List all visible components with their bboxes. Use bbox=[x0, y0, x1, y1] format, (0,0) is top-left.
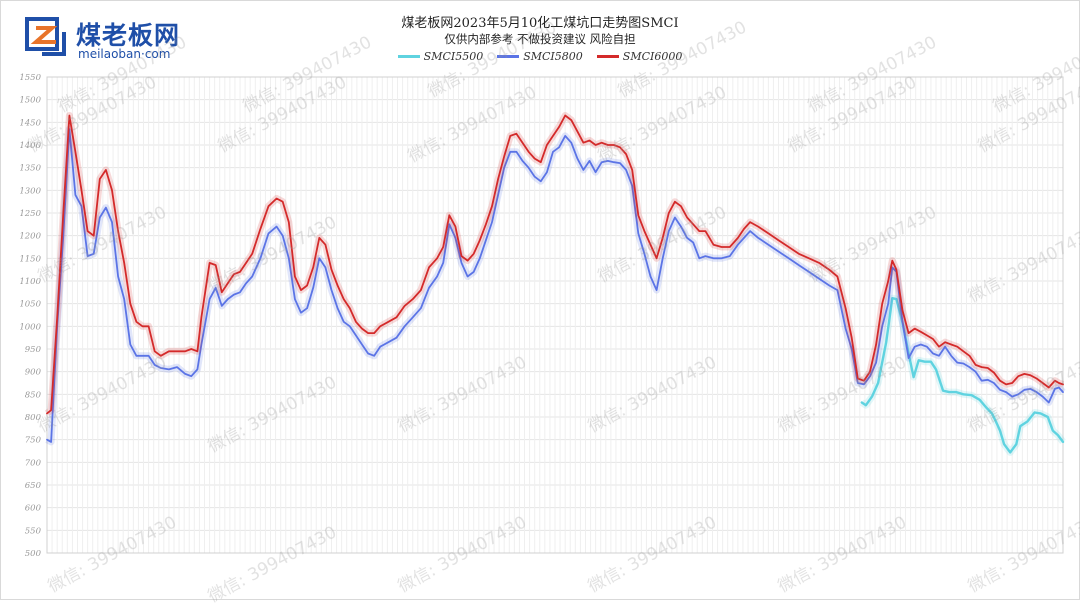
legend-swatch-smci6000 bbox=[596, 55, 619, 58]
y-tick-label: 550 bbox=[25, 526, 42, 536]
legend-label-smci5500: SMCI5500 bbox=[423, 50, 484, 63]
y-tick-label: 1250 bbox=[19, 209, 41, 219]
chart-legend: SMCI5500 SMCI5800 SMCI6000 bbox=[0, 50, 1080, 63]
y-tick-label: 1450 bbox=[19, 118, 41, 128]
y-tick-label: 1050 bbox=[19, 300, 41, 310]
logo-subtext: meilaoban·com bbox=[78, 47, 171, 61]
y-tick-label: 1550 bbox=[19, 73, 41, 83]
y-tick-label: 500 bbox=[25, 549, 42, 559]
y-tick-label: 850 bbox=[25, 390, 42, 400]
y-tick-label: 800 bbox=[25, 413, 42, 423]
y-tick-label: 1350 bbox=[19, 164, 41, 174]
y-tick-label: 950 bbox=[25, 345, 42, 355]
legend-swatch-smci5500 bbox=[397, 55, 420, 58]
series-line-smci6000 bbox=[46, 114, 1064, 415]
y-tick-label: 1300 bbox=[19, 186, 41, 196]
y-tick-label: 1100 bbox=[19, 277, 41, 287]
legend-label-smci5800: SMCI5800 bbox=[523, 50, 583, 63]
y-tick-label: 1200 bbox=[19, 232, 41, 242]
y-tick-label: 750 bbox=[25, 436, 42, 446]
brand-logo: 煤老板网 meilaoban·com bbox=[22, 14, 222, 64]
legend-item-smci5500: SMCI5500 bbox=[397, 50, 484, 63]
y-tick-label: 1150 bbox=[19, 254, 41, 264]
legend-label-smci6000: SMCI6000 bbox=[622, 50, 683, 63]
legend-swatch-smci5800 bbox=[497, 55, 520, 58]
y-tick-label: 600 bbox=[25, 504, 42, 514]
logo-mark-icon bbox=[25, 17, 66, 56]
plot-area bbox=[46, 76, 1064, 554]
y-tick-label: 1400 bbox=[19, 141, 41, 151]
y-tick-label: 650 bbox=[25, 481, 42, 491]
y-tick-label: 900 bbox=[25, 368, 42, 378]
series-line-smci5800 bbox=[46, 128, 1064, 443]
legend-item-smci6000: SMCI6000 bbox=[596, 50, 683, 63]
series-line-smci5500 bbox=[860, 297, 1065, 454]
chart-title: 煤老板网2023年5月10化工煤坑口走势图SMCI bbox=[401, 16, 679, 31]
y-tick-label: 1000 bbox=[19, 322, 41, 332]
y-tick-label: 700 bbox=[25, 458, 42, 468]
chart-subtitle: 仅供内部参考 不做投资建议 风险自担 bbox=[444, 32, 636, 46]
legend-item-smci5800: SMCI5800 bbox=[497, 50, 583, 63]
logo-text: 煤老板网 bbox=[76, 21, 181, 50]
y-tick-label: 1500 bbox=[19, 96, 41, 106]
